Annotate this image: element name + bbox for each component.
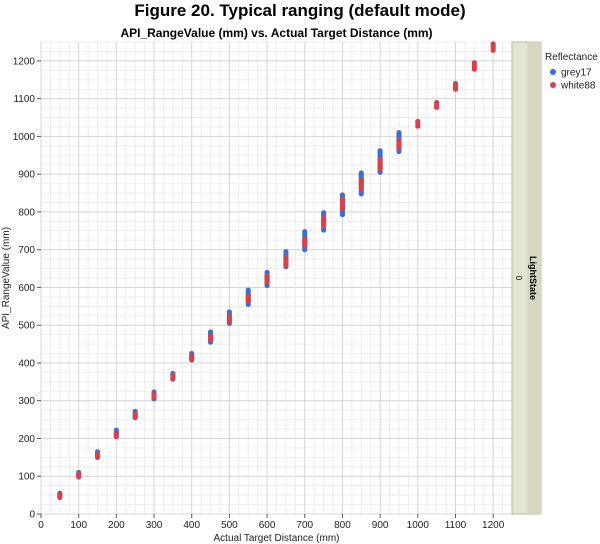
y-tick-label: 1100 <box>13 94 35 105</box>
data-point <box>490 47 496 53</box>
data-point <box>396 148 402 155</box>
y-tick-label: 800 <box>18 207 35 218</box>
facet-label: LightState <box>528 256 538 300</box>
y-tick-label: 200 <box>18 434 35 445</box>
x-axis-label: Actual Target Distance (mm) <box>214 533 340 544</box>
data-point <box>283 262 289 268</box>
x-tick-label: 500 <box>221 520 238 531</box>
y-tick-label: 100 <box>18 472 35 483</box>
x-tick-label: 100 <box>70 520 87 531</box>
x-tick-label: 1100 <box>445 520 467 531</box>
facet-strip-inner <box>527 42 541 514</box>
data-point <box>207 336 214 343</box>
data-point <box>377 169 383 175</box>
data-point <box>264 282 270 289</box>
data-point <box>245 298 251 304</box>
data-point <box>113 433 119 440</box>
y-tick-label: 900 <box>18 170 35 181</box>
data-point <box>358 185 364 192</box>
data-point <box>396 145 402 151</box>
legend-marker-white88 <box>550 82 556 88</box>
grid-minor <box>41 41 513 514</box>
y-tick-label: 400 <box>18 358 35 369</box>
y-axis-label: API_RangeValue (mm) <box>1 227 12 329</box>
x-tick-label: 200 <box>108 520 125 531</box>
data-point <box>302 242 308 248</box>
data-point <box>415 123 421 129</box>
x-tick-label: 400 <box>183 520 200 531</box>
y-tick-label: 0 <box>29 510 35 521</box>
data-point <box>339 205 346 211</box>
legend-label-white88: white88 <box>560 81 596 92</box>
legend-title: Reflectance <box>545 52 598 63</box>
x-tick-label: 600 <box>259 520 276 531</box>
y-tick-label: 1200 <box>13 56 36 67</box>
data-point <box>76 473 82 479</box>
data-point <box>377 165 383 172</box>
chart-title: API_RangeValue (mm) vs. Actual Target Di… <box>120 26 432 40</box>
data-point <box>358 191 364 197</box>
y-tick-label: 1000 <box>13 132 36 143</box>
data-point <box>151 394 157 400</box>
data-point <box>302 247 308 253</box>
y-tick-label: 300 <box>18 396 35 407</box>
points-layer <box>57 41 496 500</box>
x-axis: 0 100 200 300 400 500 600 700 800 900 1000 1100 1200 <box>38 514 505 531</box>
data-point <box>434 104 440 110</box>
data-point <box>132 413 138 420</box>
data-point <box>452 86 459 92</box>
data-point <box>264 279 270 285</box>
y-axis: 0 100 200 300 400 500 600 700 800 900 1000 1100 1200 <box>13 56 41 521</box>
facet-value: 0 <box>514 276 523 281</box>
x-tick-label: 800 <box>334 520 351 531</box>
legend-marker-grey17 <box>550 69 556 75</box>
x-tick-label: 700 <box>296 520 313 531</box>
grid-major <box>40 42 512 515</box>
data-point <box>57 494 63 500</box>
x-tick-label: 1200 <box>482 520 505 531</box>
data-point <box>226 318 232 324</box>
data-point <box>245 301 251 308</box>
x-tick-label: 0 <box>38 520 44 531</box>
data-point <box>94 453 101 459</box>
series-white88 <box>57 41 496 500</box>
data-point <box>339 211 346 218</box>
data-point <box>189 356 195 362</box>
x-tick-label: 300 <box>146 520 163 531</box>
data-point <box>471 66 477 72</box>
x-tick-label: 900 <box>372 520 389 531</box>
data-point <box>321 227 327 233</box>
y-tick-label: 500 <box>18 321 35 332</box>
y-tick-label: 600 <box>18 283 35 294</box>
legend-label-grey17: grey17 <box>561 68 592 79</box>
x-tick-label: 1000 <box>407 520 430 531</box>
data-point <box>170 375 176 381</box>
y-tick-label: 700 <box>18 245 35 256</box>
figure-title: Figure 20. Typical ranging (default mode… <box>134 1 466 20</box>
data-point <box>321 222 327 228</box>
